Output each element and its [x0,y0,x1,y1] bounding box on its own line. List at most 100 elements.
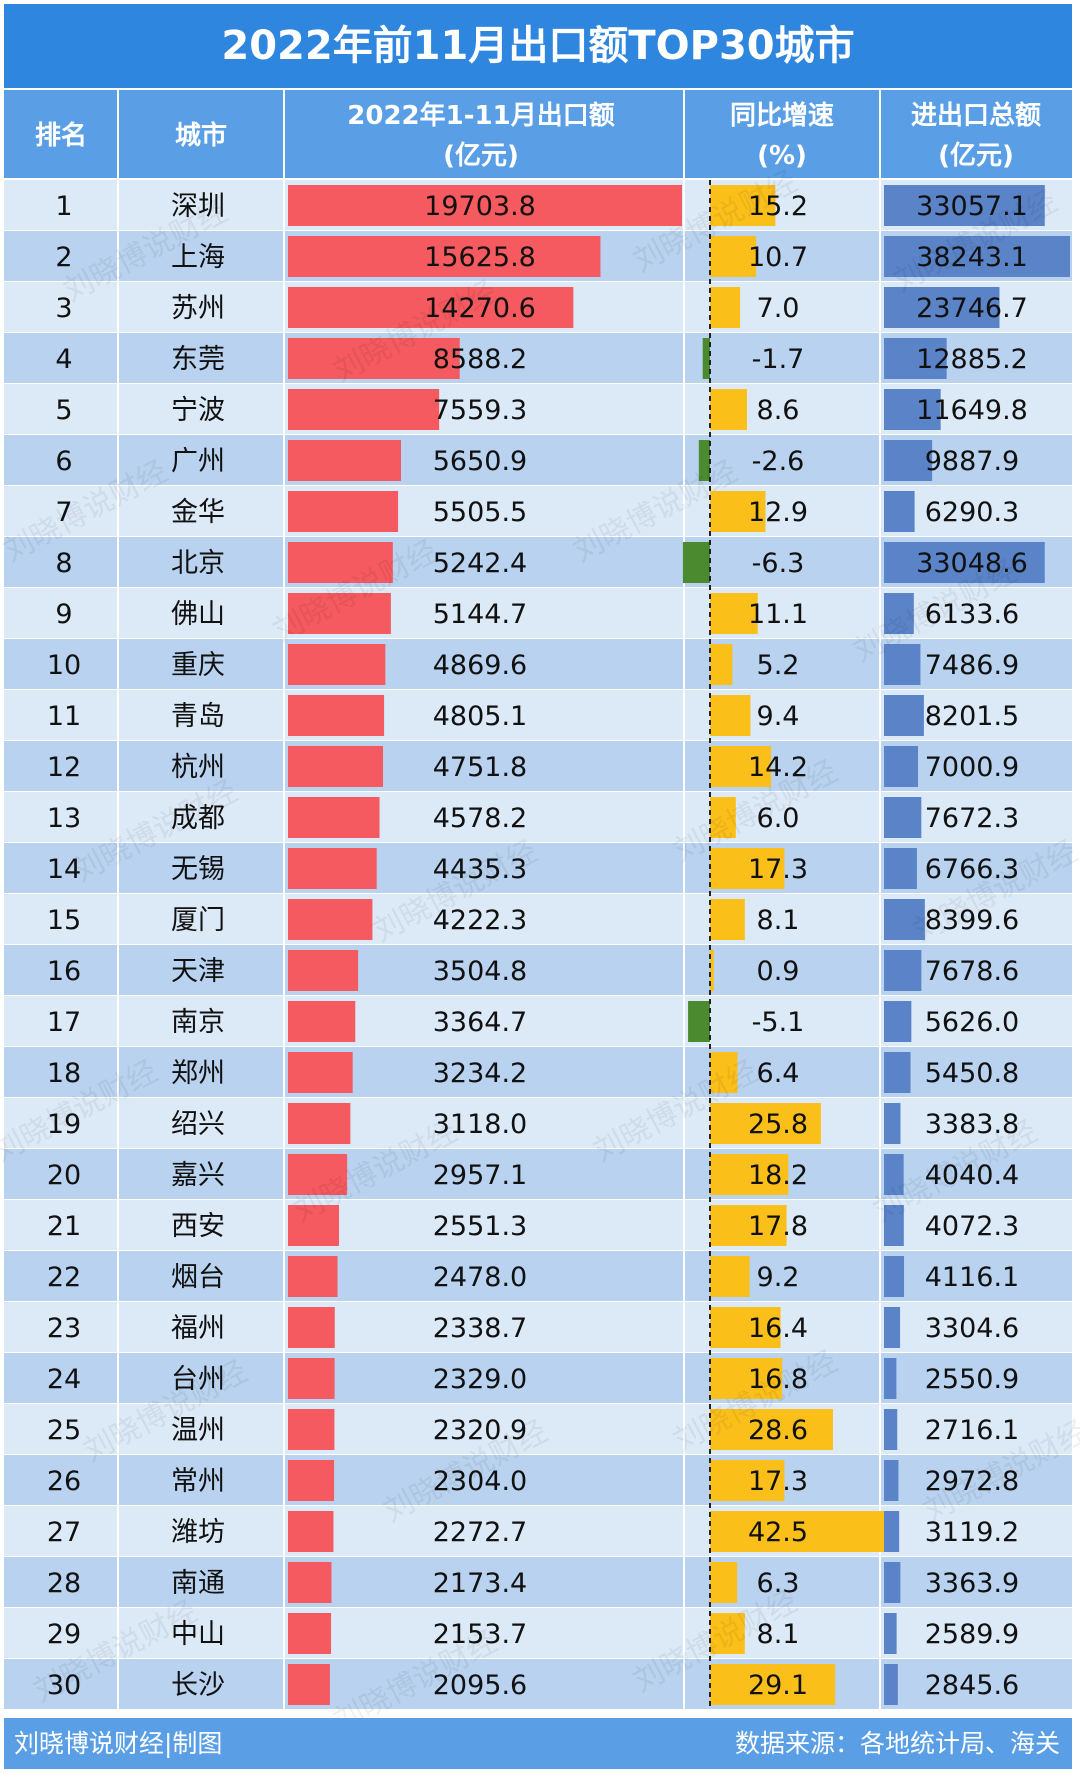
total-value-label: 5626.0 [925,1007,1019,1038]
growth-bar [710,593,758,634]
header-growth-unit: (%) [757,141,807,171]
table-row: 9 佛山 5144.7 11.1 6133.6 [4,588,1072,640]
city-label: 郑州 [171,1058,225,1089]
city-label: 台州 [171,1364,225,1395]
export-bar [288,1307,335,1348]
growth-bar [710,1307,781,1348]
export-bar [288,848,377,889]
growth-value-label: 42.5 [748,1517,808,1548]
table-row: 26 常州 2304.0 17.3 2972.8 [4,1455,1072,1507]
city-label: 深圳 [171,191,225,222]
table-row: 2 上海 15625.8 10.7 38243.1 [4,231,1072,283]
growth-value-label: 7.0 [757,293,800,324]
growth-value-label: 16.8 [748,1364,808,1395]
growth-value-label: 5.2 [757,650,800,681]
growth-value-label: 17.8 [748,1211,808,1242]
table-row: 15 厦门 4222.3 8.1 8399.6 [4,894,1072,946]
total-bar [884,440,933,481]
table-row: 19 绍兴 3118.0 25.8 3383.8 [4,1098,1072,1150]
total-bar [884,950,922,991]
city-label: 宁波 [171,395,225,426]
total-value-label: 6766.3 [925,854,1019,885]
city-label: 金华 [171,497,225,528]
total-value-label: 2972.8 [925,1466,1019,1497]
growth-value-label: 14.2 [748,752,808,783]
rank-label: 1 [55,191,72,222]
total-value-label: 3363.9 [925,1568,1019,1599]
export-bar [288,1154,348,1195]
total-bar [884,1460,899,1501]
rank-label: 30 [47,1670,81,1701]
export-value-label: 5505.5 [433,497,527,528]
city-label: 佛山 [171,599,225,630]
total-value-label: 7486.9 [925,650,1019,681]
total-value-label: 3119.2 [925,1517,1019,1548]
growth-value-label: 10.7 [748,242,808,273]
growth-value-label: 8.1 [757,905,800,936]
header-rank: 排名 [35,120,87,151]
city-label: 温州 [171,1415,225,1446]
rank-label: 23 [47,1313,81,1344]
total-value-label: 23746.7 [916,293,1028,324]
export-value-label: 2329.0 [433,1364,527,1395]
total-bar [884,1154,904,1195]
rank-label: 17 [47,1007,81,1038]
table-row: 23 福州 2338.7 16.4 3304.6 [4,1302,1072,1354]
export-bar [288,1205,340,1246]
export-bar [288,1052,353,1093]
growth-bar [710,287,741,328]
table-row: 21 西安 2551.3 17.8 4072.3 [4,1200,1072,1252]
export-bar [288,1001,356,1042]
growth-bar [710,1511,893,1552]
growth-value-label: 6.3 [757,1568,800,1599]
rank-label: 10 [47,650,81,681]
growth-value-label: -2.6 [752,446,805,477]
growth-value-label: 16.4 [748,1313,808,1344]
export-bar [288,1562,332,1603]
growth-bar [688,1001,710,1042]
rank-label: 28 [47,1568,81,1599]
rank-label: 19 [47,1109,81,1140]
total-bar [884,848,917,889]
rank-label: 15 [47,905,81,936]
growth-bar [710,1154,789,1195]
total-bar [884,1613,897,1654]
total-value-label: 8399.6 [925,905,1019,936]
growth-bar [710,389,747,430]
export-value-label: 3234.2 [433,1058,527,1089]
row-background [4,1047,1072,1098]
table-row: 12 杭州 4751.8 14.2 7000.9 [4,741,1072,793]
total-value-label: 4116.1 [925,1262,1019,1293]
export-value-label: 3364.7 [433,1007,527,1038]
city-label: 成都 [171,803,225,834]
footer-source: 数据来源：各地统计局、海关 [735,1729,1060,1758]
rank-label: 4 [55,344,72,375]
export-bar [288,1409,335,1450]
table-row: 11 青岛 4805.1 9.4 8201.5 [4,690,1072,742]
footer-credit: 刘晓博说财经|制图 [14,1729,222,1758]
total-bar [884,1256,905,1297]
export-bar [288,389,440,430]
rank-label: 9 [55,599,72,630]
growth-bar [710,1358,783,1399]
rank-label: 11 [47,701,81,732]
total-value-label: 6133.6 [925,599,1019,630]
city-label: 潍坊 [171,1517,225,1548]
table-row: 3 苏州 14270.6 7.0 23746.7 [4,282,1072,334]
total-value-label: 11649.8 [916,395,1028,426]
export-value-label: 8588.2 [433,344,527,375]
growth-bar [710,236,757,277]
export-value-label: 2338.7 [433,1313,527,1344]
title-bar [4,4,1072,88]
total-value-label: 7672.3 [925,803,1019,834]
city-label: 南通 [171,1568,225,1599]
header-total: 进出口总额 [911,101,1041,131]
total-bar [884,797,922,838]
total-bar [884,644,921,685]
growth-value-label: 0.9 [757,956,800,987]
total-bar [884,1664,898,1705]
growth-value-label: -1.7 [752,344,805,375]
rank-label: 2 [55,242,72,273]
export-value-label: 2320.9 [433,1415,527,1446]
city-label: 苏州 [171,293,225,324]
